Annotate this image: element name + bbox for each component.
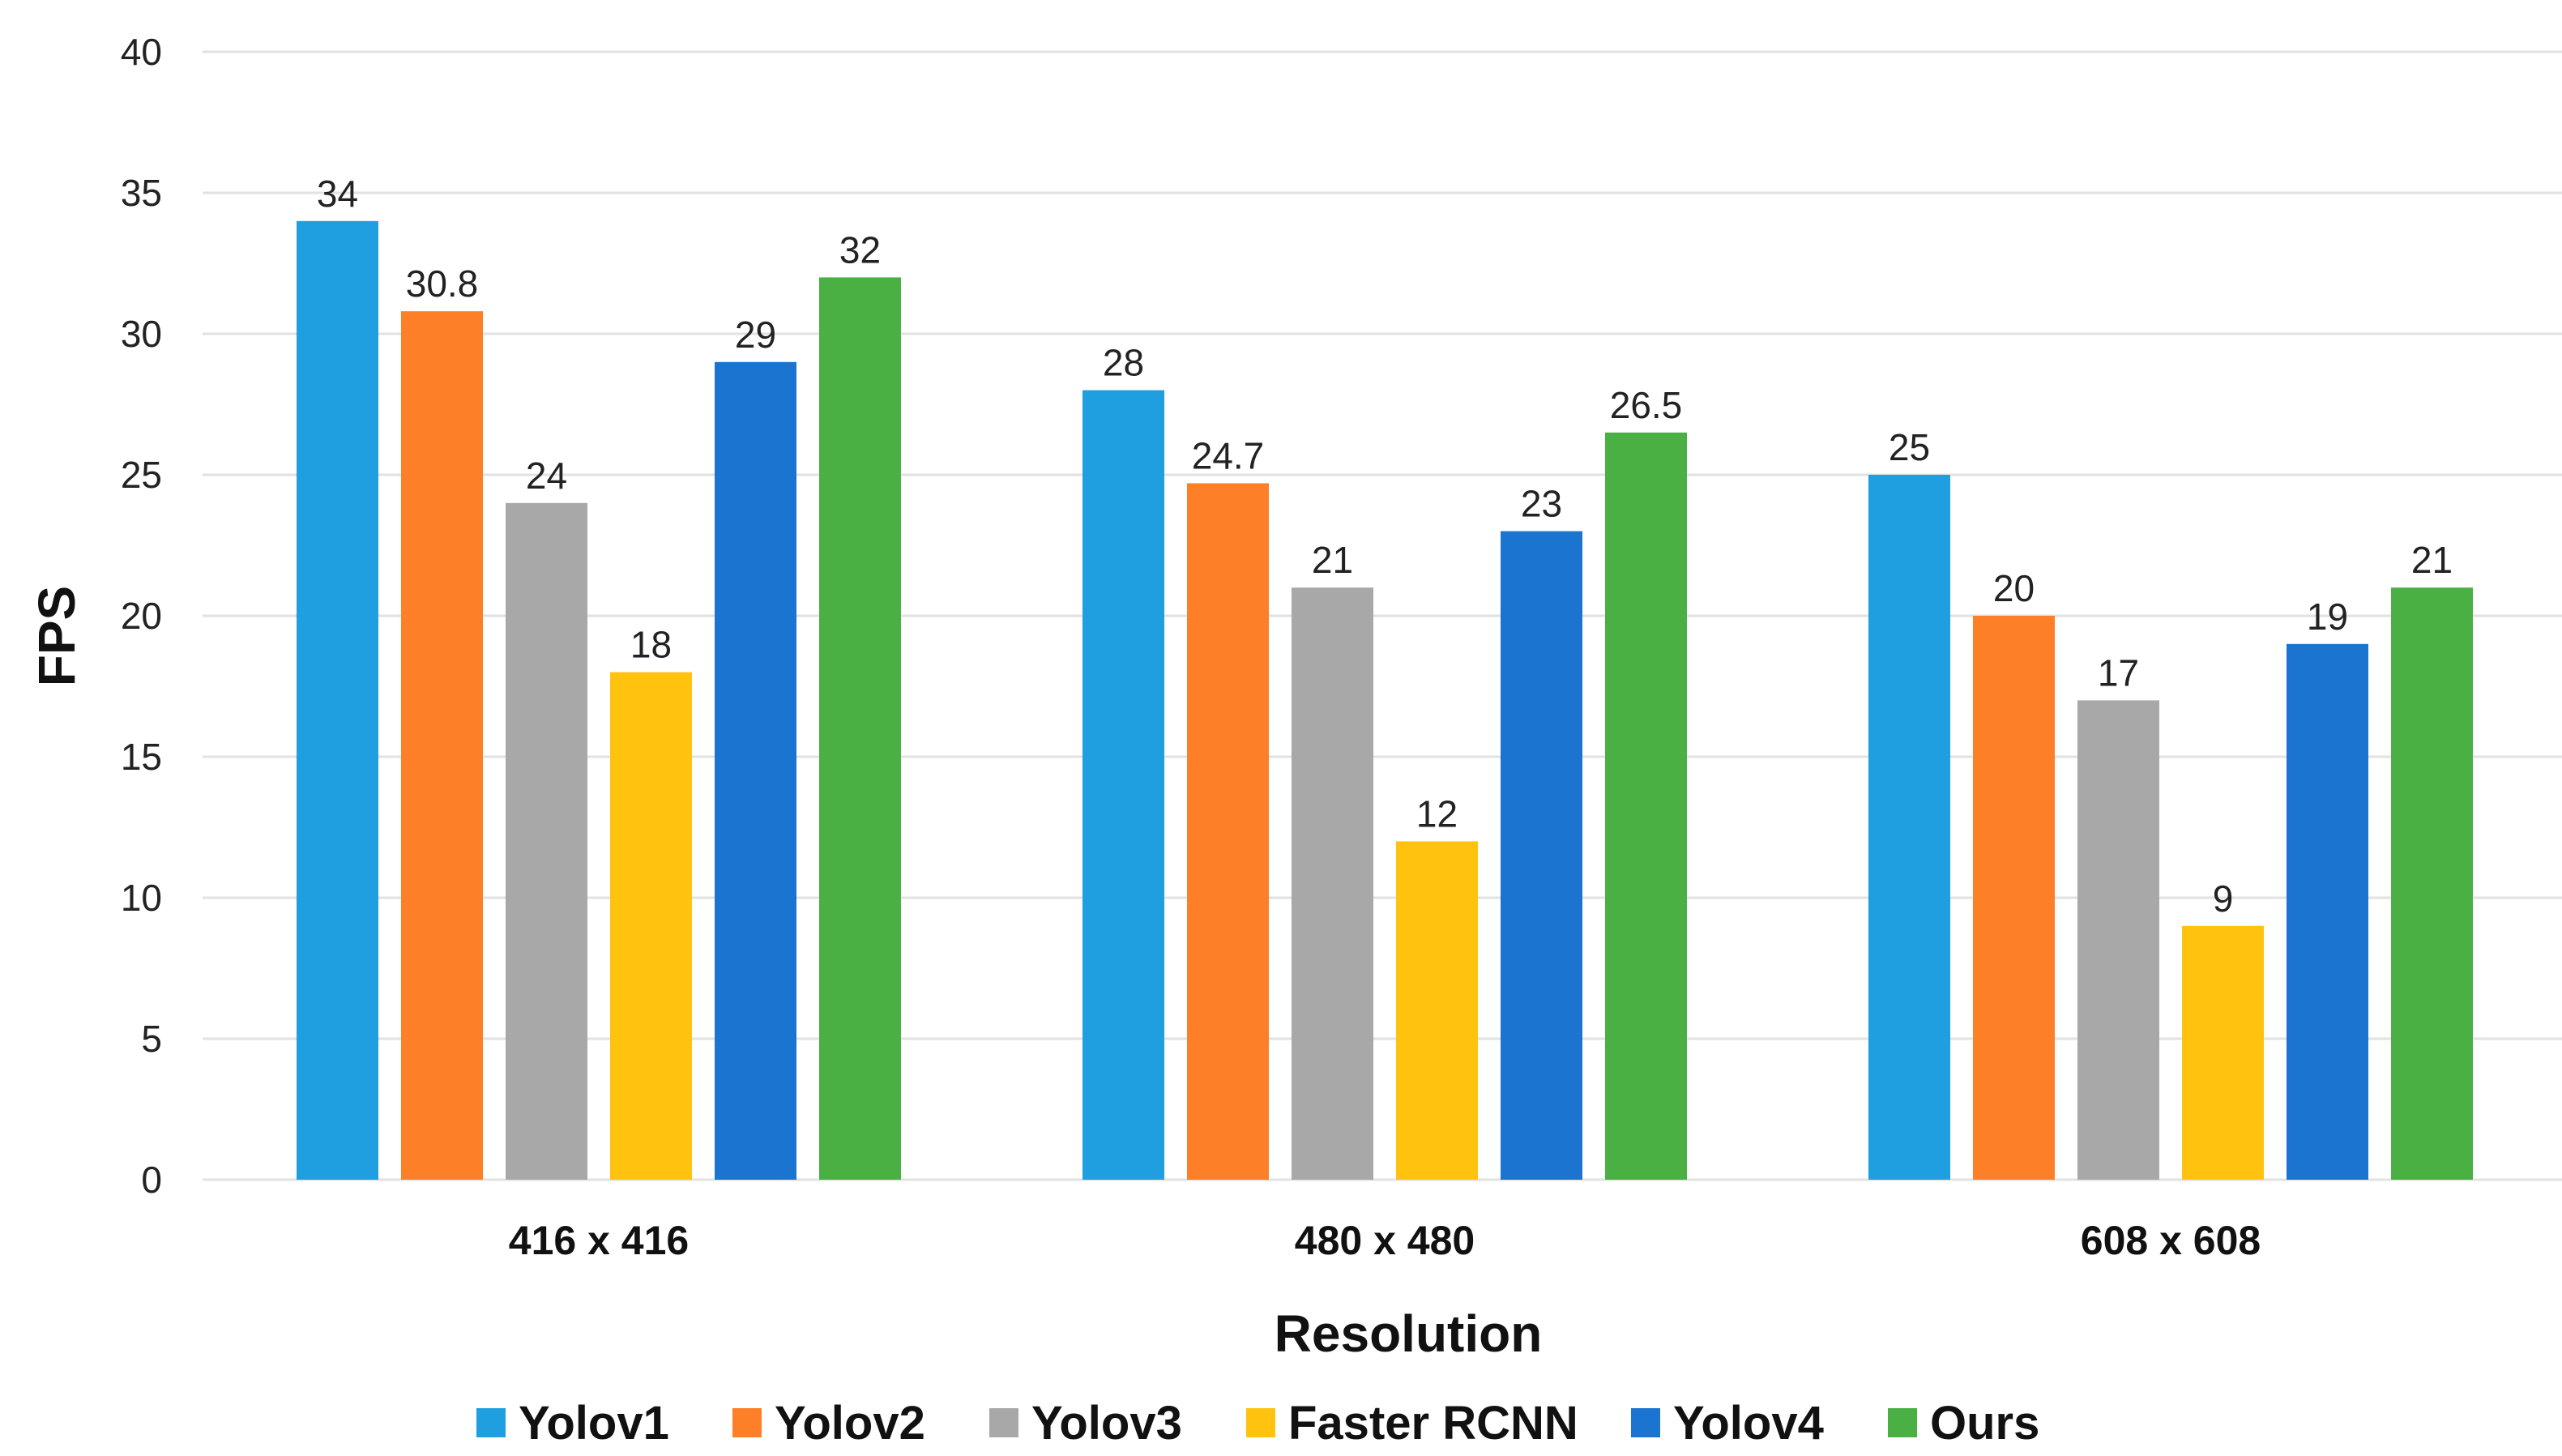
y-tick-label: 5 — [141, 1018, 162, 1060]
y-axis-ticks: 0 5 10 15 20 25 30 35 40 — [121, 31, 162, 1201]
data-label: 34 — [317, 173, 358, 215]
bars — [297, 220, 2473, 1181]
x-axis-categories: 416 x 416 480 x 480 608 x 608 — [509, 1218, 2261, 1263]
y-tick-label: 15 — [121, 736, 162, 778]
data-label: 26.5 — [1610, 384, 1683, 426]
legend-label: Ours — [1930, 1397, 2039, 1450]
legend-label: Yolov2 — [775, 1397, 925, 1450]
x-category-label: 480 x 480 — [1295, 1218, 1475, 1263]
data-label: 20 — [1993, 567, 2035, 609]
bar-yolov1-1 — [1082, 390, 1164, 1181]
bar-yolov1-0 — [297, 220, 378, 1180]
legend-label: Yolov3 — [1031, 1397, 1182, 1450]
y-axis-title: FPS — [28, 586, 86, 686]
legend-swatch-faster-rcnn — [1246, 1408, 1275, 1437]
data-label: 29 — [735, 314, 776, 356]
bar-faster-rcnn-0 — [610, 672, 692, 1180]
bar-ours-1 — [1605, 432, 1687, 1180]
data-label: 9 — [2213, 877, 2234, 920]
bar-faster-rcnn-2 — [2182, 925, 2264, 1180]
y-tick-label: 10 — [121, 877, 162, 919]
legend-label: Yolov4 — [1673, 1397, 1824, 1450]
y-tick-label: 35 — [121, 172, 162, 214]
data-label: 19 — [2307, 596, 2348, 638]
y-tick-label: 40 — [121, 31, 162, 73]
gridlines — [203, 50, 2562, 1181]
bar-ours-0 — [819, 277, 901, 1180]
data-label: 21 — [2411, 539, 2453, 581]
data-label: 24.7 — [1192, 434, 1265, 476]
legend: Yolov1 Yolov2 Yolov3 Faster RCNN Yolov4 Ours — [476, 1397, 2039, 1450]
y-tick-label: 25 — [121, 454, 162, 496]
legend-label: Faster RCNN — [1288, 1397, 1578, 1450]
data-label: 32 — [839, 228, 881, 271]
data-label: 28 — [1103, 342, 1144, 384]
bar-yolov4-2 — [2287, 643, 2368, 1180]
bar-yolov4-1 — [1501, 531, 1582, 1180]
y-tick-label: 30 — [121, 313, 162, 355]
x-axis-title: Resolution — [1275, 1304, 1543, 1363]
bar-yolov2-0 — [401, 311, 483, 1180]
data-labels: 34 30.8 24 18 29 32 28 24.7 21 12 23 26.5 25 20 17 9 19 2… — [317, 173, 2453, 920]
bar-yolov2-1 — [1187, 483, 1269, 1180]
legend-swatch-ours — [1888, 1408, 1917, 1437]
legend-swatch-yolov3 — [989, 1408, 1018, 1437]
data-label: 23 — [1521, 483, 1562, 525]
bar-yolov3-1 — [1292, 587, 1373, 1180]
bar-yolov4-0 — [715, 361, 796, 1180]
legend-label: Yolov1 — [519, 1397, 669, 1450]
data-label: 21 — [1312, 539, 1353, 581]
x-category-label: 416 x 416 — [509, 1218, 689, 1263]
bar-yolov1-2 — [1868, 475, 1950, 1180]
legend-swatch-yolov1 — [476, 1408, 506, 1437]
data-label: 30.8 — [406, 263, 479, 305]
bar-ours-2 — [2391, 587, 2473, 1180]
data-label: 24 — [526, 455, 567, 497]
data-label: 17 — [2098, 651, 2139, 694]
data-label: 18 — [630, 624, 672, 666]
y-tick-label: 20 — [121, 595, 162, 637]
y-tick-label: 0 — [141, 1159, 162, 1201]
data-label: 12 — [1416, 792, 1458, 835]
bar-yolov3-0 — [506, 502, 587, 1180]
x-category-label: 608 x 608 — [2081, 1218, 2261, 1263]
legend-swatch-yolov4 — [1631, 1408, 1660, 1437]
bar-faster-rcnn-1 — [1396, 841, 1478, 1180]
data-label: 25 — [1889, 426, 1930, 468]
bar-yolov2-2 — [1973, 616, 2055, 1180]
bar-yolov3-2 — [2077, 700, 2159, 1180]
legend-swatch-yolov2 — [732, 1408, 762, 1437]
